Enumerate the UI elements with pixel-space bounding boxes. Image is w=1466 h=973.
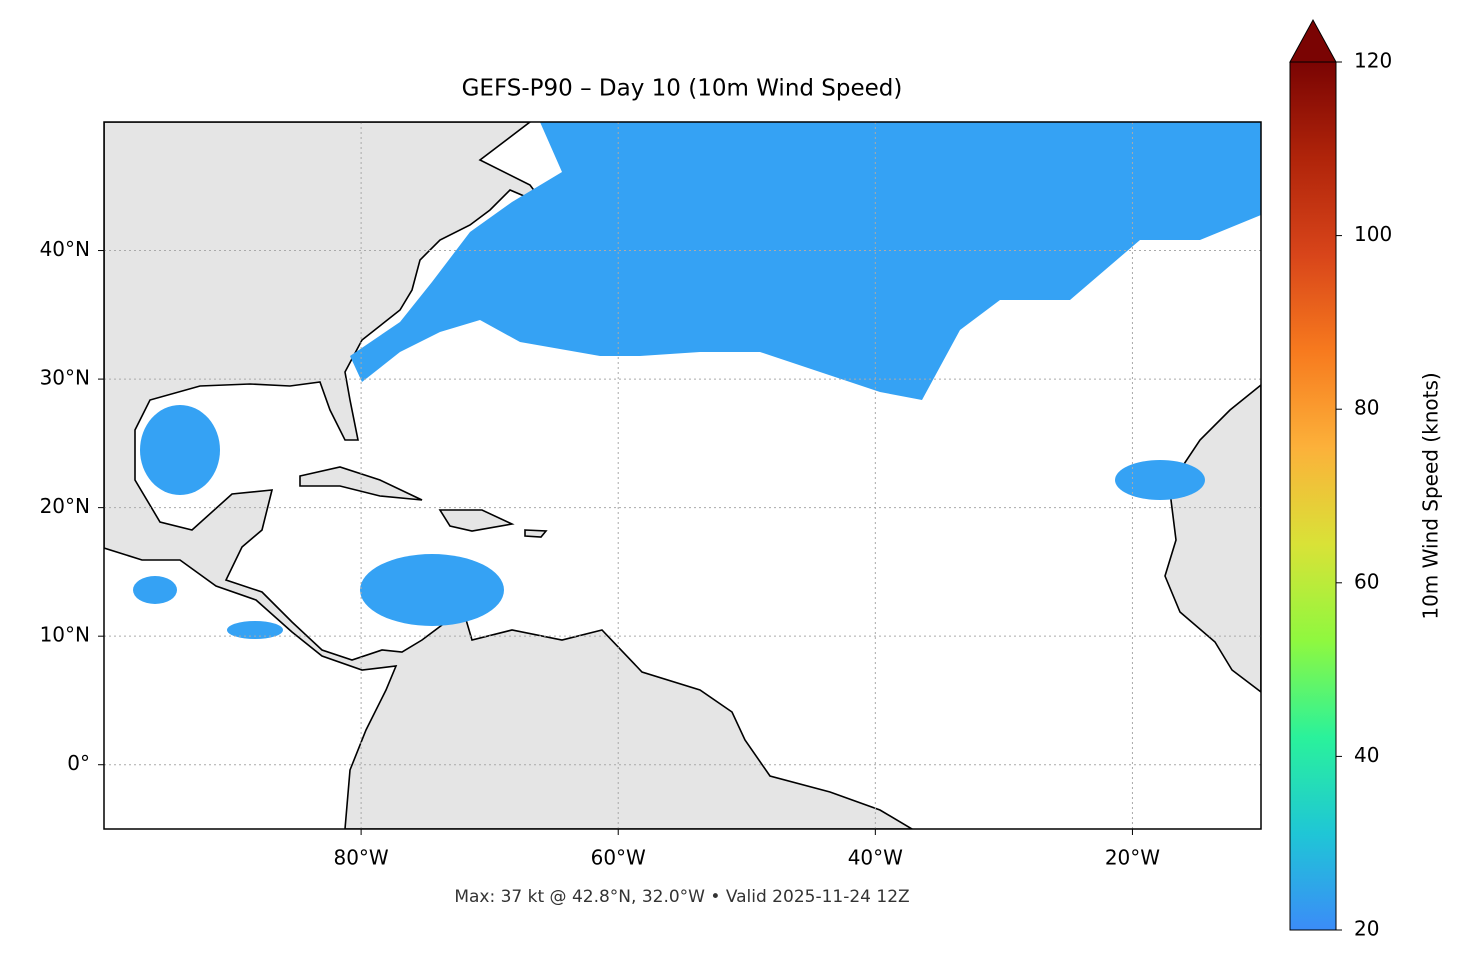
colorbar-tick-label: 60 — [1354, 569, 1379, 593]
plot-frame — [103, 121, 1262, 830]
africa — [1164, 383, 1261, 694]
y-tick-label: 40°N — [40, 237, 90, 261]
wind-shading — [140, 405, 220, 495]
wind-shading — [350, 122, 1261, 400]
wind-shading — [133, 576, 177, 604]
colorbar-tick-label: 20 — [1354, 917, 1379, 941]
colorbar-extend — [1289, 18, 1337, 63]
y-tick-label: 20°N — [40, 494, 90, 518]
y-tick-label: 30°N — [40, 366, 90, 390]
americas — [104, 122, 914, 829]
hispaniola — [438, 509, 515, 532]
y-tick-label: 10°N — [40, 623, 90, 647]
colorbar: 10m Wind Speed (knots) 20 40 60 80 100 120 — [1289, 18, 1443, 941]
wind-shading — [227, 621, 283, 639]
x-tick-label: 80°W — [333, 846, 388, 870]
x-tick-label: 40°W — [848, 846, 903, 870]
colorbar-tick-label: 80 — [1354, 396, 1379, 420]
chart-title: GEFS-P90 – Day 10 (10m Wind Speed) — [462, 76, 903, 102]
wind-shading — [1115, 460, 1205, 500]
puerto-rico — [524, 529, 548, 538]
colorbar-tick-label: 40 — [1354, 743, 1379, 767]
colorbar-tick-label: 120 — [1354, 49, 1392, 73]
y-tick-label: 0° — [67, 751, 90, 775]
x-tick-label: 20°W — [1105, 846, 1160, 870]
colorbar-body — [1289, 61, 1337, 931]
wind-shading — [360, 554, 504, 626]
colorbar-label: 10m Wind Speed (knots) — [1419, 372, 1443, 619]
x-tick-label: 60°W — [591, 846, 646, 870]
map-area — [104, 122, 1261, 829]
footer-annotation: Max: 37 kt @ 42.8°N, 32.0°W • Valid 2025… — [454, 887, 909, 907]
colorbar-tick-label: 100 — [1354, 222, 1392, 246]
